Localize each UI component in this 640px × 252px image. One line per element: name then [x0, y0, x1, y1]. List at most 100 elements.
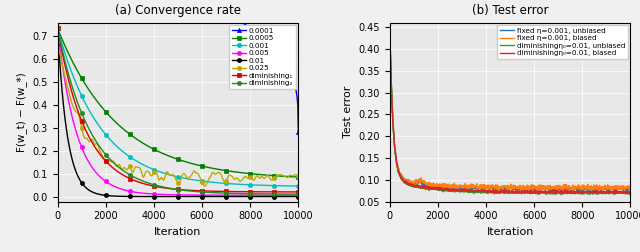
- diminishing₂: [113, 165, 121, 168]
- diminishing₂: [294, 193, 302, 196]
- 0.0001: [209, 7, 216, 10]
- Legend: fixed η=0.001, unbiased, fixed η=0.001, biased, diminishingη₀=0.01, unbiased, di: fixed η=0.001, unbiased, fixed η=0.001, …: [497, 25, 628, 59]
- diminishing₁: [141, 183, 149, 186]
- 0.025: [54, 40, 61, 43]
- Line: 0.001: 0.001: [56, 26, 300, 188]
- fixed η=0.001, unbiased: [615, 188, 623, 191]
- Line: 0.0005: 0.0005: [56, 26, 300, 179]
- Y-axis label: F(w_t) − F(w_*): F(w_t) − F(w_*): [16, 72, 27, 152]
- 0.01: [212, 195, 220, 198]
- 0.005: [294, 194, 302, 197]
- fixed η=0.001, biased: [627, 185, 634, 188]
- 0.01: [141, 195, 149, 198]
- diminishing₁: [113, 170, 121, 173]
- fixed η=0.001, biased: [582, 186, 590, 189]
- 0.001: [294, 184, 302, 187]
- 0.005: [212, 194, 220, 197]
- 0.0005: [124, 131, 131, 134]
- 0.025: [141, 172, 149, 175]
- diminishingη₀=0.01, unbiased: [435, 188, 442, 191]
- 0.005: [113, 186, 121, 189]
- diminishingη₀=0.01, biased: [573, 192, 581, 195]
- diminishing₂: [124, 172, 131, 175]
- 0.01: [253, 195, 260, 198]
- diminishingη₀=0.01, unbiased: [573, 191, 581, 194]
- 0.001: [141, 164, 149, 167]
- 0.025: [124, 168, 131, 171]
- diminishingη₀=0.01, biased: [386, 26, 394, 29]
- fixed η=0.001, biased: [401, 177, 408, 180]
- diminishing₁: [209, 190, 216, 193]
- diminishing₂: [212, 191, 220, 194]
- diminishing₂: [54, 27, 61, 30]
- fixed η=0.001, biased: [386, 21, 394, 24]
- 0.0005: [113, 122, 121, 125]
- 0.0005: [209, 167, 216, 170]
- 0.001: [209, 181, 216, 184]
- 0.025: [201, 185, 209, 188]
- fixed η=0.001, unbiased: [386, 23, 394, 26]
- diminishingη₀=0.01, biased: [582, 191, 590, 194]
- Line: 0.025: 0.025: [56, 39, 300, 188]
- Line: fixed η=0.001, biased: fixed η=0.001, biased: [390, 22, 630, 190]
- 0.01: [54, 27, 61, 30]
- 0.025: [212, 172, 220, 175]
- 0.001: [54, 27, 61, 30]
- 0.0001: [212, 8, 220, 11]
- fixed η=0.001, biased: [573, 186, 581, 189]
- 0.005: [54, 27, 61, 30]
- diminishingη₀=0.01, unbiased: [627, 191, 634, 194]
- 0.001: [212, 181, 220, 184]
- 0.001: [124, 153, 131, 156]
- diminishing₁: [124, 176, 131, 179]
- fixed η=0.001, unbiased: [627, 186, 634, 190]
- fixed η=0.001, unbiased: [520, 189, 527, 192]
- Line: diminishingη₀=0.01, unbiased: diminishingη₀=0.01, unbiased: [390, 25, 630, 195]
- Line: diminishingη₀=0.01, biased: diminishingη₀=0.01, biased: [390, 27, 630, 194]
- 0.01: [294, 195, 302, 198]
- 0.0001: [294, 130, 302, 133]
- diminishingη₀=0.01, biased: [627, 190, 634, 193]
- X-axis label: Iteration: Iteration: [486, 227, 534, 237]
- diminishing₁: [212, 190, 220, 193]
- 0.0005: [54, 27, 61, 30]
- diminishingη₀=0.01, unbiased: [599, 192, 607, 195]
- fixed η=0.001, unbiased: [599, 187, 607, 190]
- Legend: 0.0001, 0.0005, 0.001, 0.005, 0.01, 0.025, diminishing₁, diminishing₂: 0.0001, 0.0005, 0.001, 0.005, 0.01, 0.02…: [228, 25, 296, 89]
- Line: 0.01: 0.01: [56, 26, 300, 199]
- diminishingη₀=0.01, unbiased: [557, 193, 564, 196]
- Line: 0.005: 0.005: [56, 26, 300, 197]
- fixed η=0.001, unbiased: [582, 185, 590, 188]
- fixed η=0.001, unbiased: [401, 179, 408, 182]
- fixed η=0.001, biased: [435, 184, 442, 187]
- diminishingη₀=0.01, biased: [435, 188, 442, 191]
- diminishing₁: [54, 27, 61, 30]
- diminishing₁: [294, 191, 302, 194]
- Line: diminishing₁: diminishing₁: [56, 26, 300, 194]
- diminishingη₀=0.01, biased: [615, 191, 623, 194]
- fixed η=0.001, unbiased: [435, 185, 442, 188]
- Line: 0.0001: 0.0001: [56, 0, 300, 134]
- 0.025: [113, 165, 121, 168]
- fixed η=0.001, biased: [599, 188, 607, 191]
- 0.001: [253, 184, 260, 187]
- 0.001: [113, 145, 121, 148]
- 0.025: [209, 171, 217, 174]
- 0.0005: [294, 176, 302, 179]
- Title: (b) Test error: (b) Test error: [472, 4, 548, 17]
- Line: fixed η=0.001, unbiased: fixed η=0.001, unbiased: [390, 24, 630, 191]
- 0.005: [141, 192, 149, 195]
- 0.0005: [141, 143, 149, 146]
- fixed η=0.001, biased: [446, 188, 454, 191]
- diminishing₂: [141, 180, 149, 183]
- 0.005: [124, 189, 131, 192]
- diminishing₂: [253, 192, 260, 195]
- X-axis label: Iteration: Iteration: [154, 227, 202, 237]
- diminishingη₀=0.01, biased: [552, 193, 559, 196]
- Line: diminishing₂: diminishing₂: [56, 26, 300, 196]
- 0.01: [113, 195, 121, 198]
- 0.0001: [253, 31, 260, 34]
- diminishingη₀=0.01, unbiased: [582, 190, 590, 193]
- diminishingη₀=0.01, unbiased: [615, 191, 623, 194]
- fixed η=0.001, biased: [615, 184, 623, 187]
